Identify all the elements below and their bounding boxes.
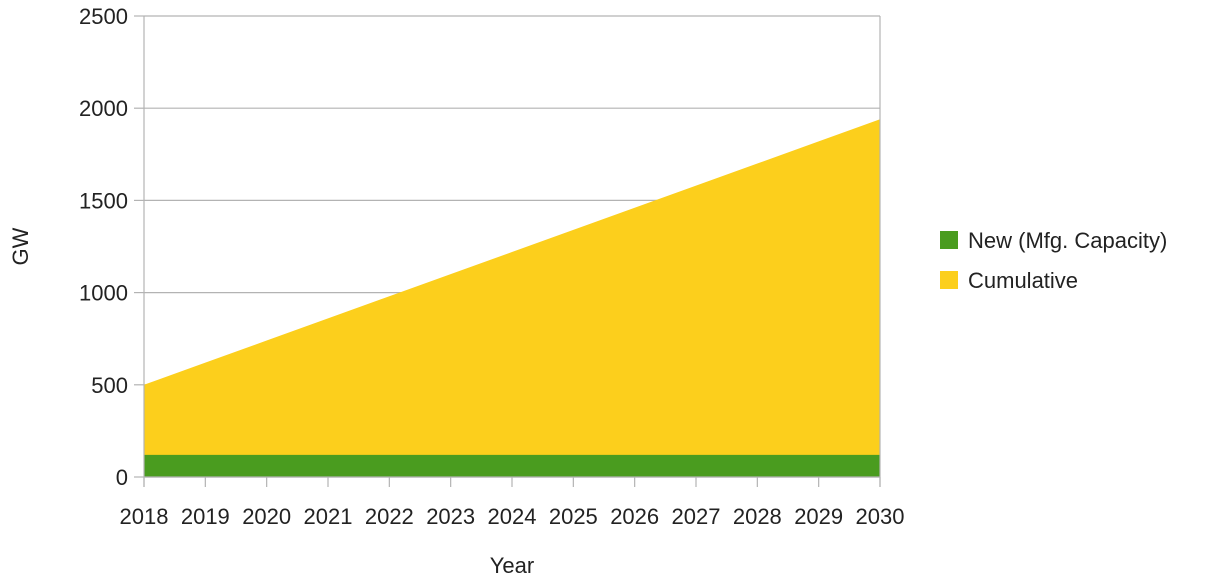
y-tick-label-1500: 1500 [79, 188, 128, 213]
x-tick-label-2027: 2027 [672, 504, 721, 529]
y-tick-label-2000: 2000 [79, 96, 128, 121]
y-tick-label-500: 500 [91, 373, 128, 398]
x-tick-label-2028: 2028 [733, 504, 782, 529]
y-axis-title: GW [8, 227, 33, 265]
x-tick-label-2030: 2030 [856, 504, 905, 529]
x-tick-label-2023: 2023 [426, 504, 475, 529]
axes [134, 15, 881, 487]
y-tick-label-0: 0 [116, 465, 128, 490]
x-tick-label-2018: 2018 [120, 504, 169, 529]
legend-swatch-cumulative [940, 271, 958, 289]
x-axis-title: Year [490, 553, 534, 578]
plot-areas [144, 119, 880, 477]
x-tick-label-2022: 2022 [365, 504, 414, 529]
x-tick-label-2021: 2021 [304, 504, 353, 529]
area-cumulative [144, 119, 880, 477]
tick-labels: 0 500 1000 1500 2000 2500 2018 2019 2020 2021 2022… [79, 4, 904, 529]
x-tick-label-2026: 2026 [610, 504, 659, 529]
x-tick-label-2025: 2025 [549, 504, 598, 529]
legend-swatch-new-mfg-capacity [940, 231, 958, 249]
y-tick-label-2500: 2500 [79, 4, 128, 29]
legend-label-cumulative: Cumulative [968, 268, 1078, 293]
area-new-mfg-capacity [144, 454, 880, 477]
y-tick-label-1000: 1000 [79, 281, 128, 306]
x-tick-label-2029: 2029 [794, 504, 843, 529]
x-tick-label-2024: 2024 [488, 504, 537, 529]
x-tick-label-2020: 2020 [242, 504, 291, 529]
x-tick-label-2019: 2019 [181, 504, 230, 529]
legend-label-new-mfg-capacity: New (Mfg. Capacity) [968, 228, 1167, 253]
legend: New (Mfg. Capacity) Cumulative [940, 228, 1167, 293]
